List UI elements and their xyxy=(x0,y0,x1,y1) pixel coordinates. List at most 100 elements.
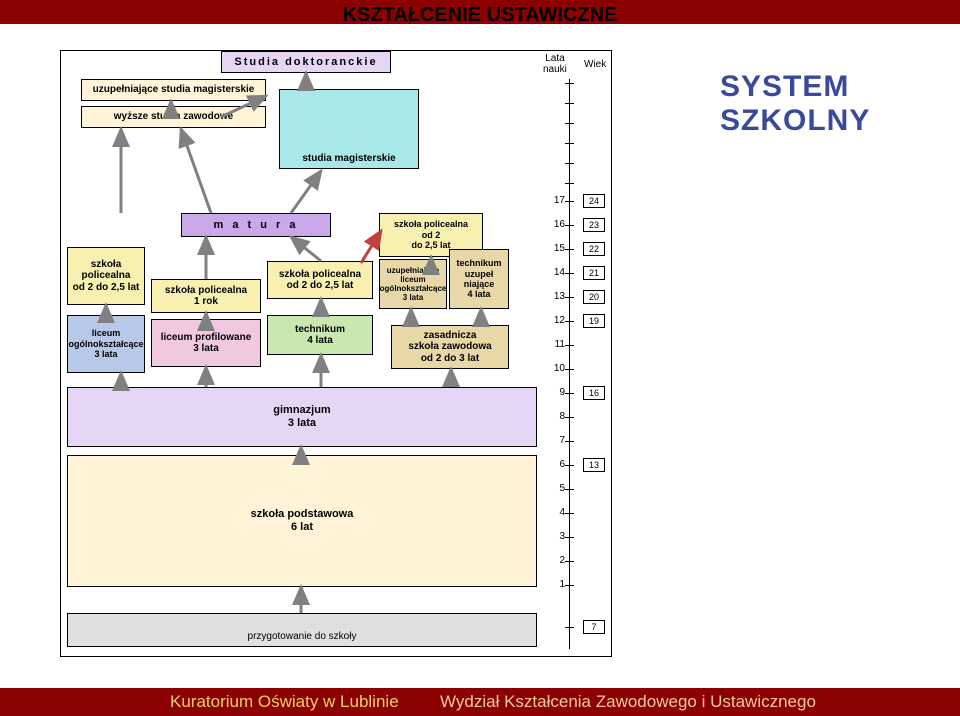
arrow xyxy=(181,129,211,213)
age-cell: 19 xyxy=(583,314,605,328)
box-line: szkoła policealna xyxy=(279,269,361,281)
box-line: 4 lata xyxy=(467,289,490,299)
axis-num: 14 xyxy=(547,267,565,278)
axis-tick xyxy=(565,465,574,466)
axis-tick xyxy=(565,537,574,538)
arrow xyxy=(361,231,381,263)
box-line: liceum profilowane xyxy=(161,332,252,344)
box-line: m a t u r a xyxy=(214,219,299,232)
axis-num: 1 xyxy=(547,579,565,590)
box-tech_uzup: technikumuzupełniające4 lata xyxy=(449,249,509,309)
box-line: policealna xyxy=(82,270,131,282)
axis-num: 4 xyxy=(547,507,565,518)
box-matura: m a t u r a xyxy=(181,213,331,237)
box-lo: liceumogólnokształcące3 lata xyxy=(67,315,145,373)
box-line: szkoła zawodowa xyxy=(408,341,491,353)
box-zsz: zasadniczaszkoła zawodowaod 2 do 3 lat xyxy=(391,325,509,369)
age-cell: 7 xyxy=(583,620,605,634)
age-cell: 24 xyxy=(583,194,605,208)
box-line: szkoła policealna xyxy=(165,285,247,297)
axis-tick xyxy=(565,273,574,274)
axis-tick xyxy=(565,627,574,628)
box-line: od 2 do 2,5 lat xyxy=(287,280,354,292)
box-gim: gimnazjum3 lata xyxy=(67,387,537,447)
box-line: ogólnokształcące xyxy=(68,339,143,349)
box-line: szkoła xyxy=(91,259,122,271)
box-line: liceum xyxy=(92,328,121,338)
axis-num: 9 xyxy=(547,387,565,398)
axis-num: 7 xyxy=(547,435,565,446)
box-przyg: przygotowanie do szkoły xyxy=(67,613,537,647)
side-title-1: SYSTEM xyxy=(720,70,849,104)
axis-tick xyxy=(565,345,574,346)
box-line: szkoła policealna xyxy=(394,219,468,229)
axis-tick xyxy=(565,513,574,514)
box-line: od 2 do 2,5 lat xyxy=(73,282,140,294)
axis-tick xyxy=(565,585,574,586)
box-line: technikum xyxy=(456,258,501,268)
age-cell: 22 xyxy=(583,242,605,256)
box-line: 3 lata xyxy=(94,349,117,359)
box-line: 4 lata xyxy=(307,335,333,347)
axis-num: 13 xyxy=(547,291,565,302)
box-line: do 2,5 lat xyxy=(411,240,450,250)
axis-tick xyxy=(565,83,574,84)
box-line: uzupełniające xyxy=(387,266,439,275)
axis-tick xyxy=(565,297,574,298)
box-line: 3 lata xyxy=(193,343,219,355)
axis-tick xyxy=(565,183,574,184)
box-sp_mid: szkoła policealnaod 2 do 2,5 lat xyxy=(267,261,373,299)
axis-header-wiek: Wiek xyxy=(584,59,606,70)
box-line: zasadnicza xyxy=(424,330,477,342)
arrow xyxy=(291,171,321,213)
axis-num: 2 xyxy=(547,555,565,566)
age-cell: 21 xyxy=(583,266,605,280)
axis-tick xyxy=(565,441,574,442)
box-line: niające xyxy=(464,279,495,289)
axis-tick xyxy=(565,103,574,104)
age-cell: 16 xyxy=(583,386,605,400)
box-line: 6 lat xyxy=(291,521,313,534)
box-line: liceum xyxy=(400,275,425,284)
diagram: Lata naukiWiek17241623152214211320121911… xyxy=(60,50,612,657)
box-sp6: szkoła podstawowa6 lat xyxy=(67,455,537,587)
axis-tick xyxy=(565,201,574,202)
axis-num: 3 xyxy=(547,531,565,542)
axis-tick xyxy=(565,123,574,124)
axis-tick xyxy=(565,163,574,164)
axis-tick xyxy=(565,225,574,226)
footer-left: Kuratorium Oświaty w Lublinie xyxy=(170,692,399,712)
side-title-2: SZKOLNY xyxy=(720,104,870,138)
box-line: 3 lata xyxy=(288,417,316,430)
footer-right: Wydział Kształcenia Zawodowego i Ustawic… xyxy=(440,692,816,712)
box-line: przygotowanie do szkoły xyxy=(248,631,357,643)
axis-tick xyxy=(565,489,574,490)
axis-tick xyxy=(565,393,574,394)
box-line: 1 rok xyxy=(194,296,218,308)
box-tech: technikum4 lata xyxy=(267,315,373,355)
box-line: uzupeł xyxy=(465,269,494,279)
box-line: Studia doktoranckie xyxy=(234,56,377,69)
axis-tick xyxy=(565,369,574,370)
axis-num: 11 xyxy=(547,339,565,350)
box-sp_left: szkołapolicealnaod 2 do 2,5 lat xyxy=(67,247,145,305)
box-line: uzupełniające studia magisterskie xyxy=(93,84,255,96)
axis-line xyxy=(569,79,570,649)
box-line: ogólnokształcące xyxy=(380,284,447,293)
axis-num: 5 xyxy=(547,483,565,494)
axis-tick xyxy=(565,561,574,562)
page: { "layout":{ "page_w":960,"page_h":716, … xyxy=(0,0,960,716)
box-line: od 2 do 3 lat xyxy=(421,353,479,365)
arrow xyxy=(291,237,321,261)
age-cell: 13 xyxy=(583,458,605,472)
box-line: od 2 xyxy=(422,230,441,240)
axis-num: 8 xyxy=(547,411,565,422)
box-doktor: Studia doktoranckie xyxy=(221,51,391,73)
box-mag_uzup: uzupełniające studia magisterskie xyxy=(81,79,266,101)
box-ulo: uzupełniająceliceumogólnokształcące3 lat… xyxy=(379,259,447,309)
axis-num: 12 xyxy=(547,315,565,326)
box-line: szkoła podstawowa xyxy=(251,508,354,521)
box-line: 3 lata xyxy=(403,293,423,302)
axis-num: 6 xyxy=(547,459,565,470)
box-line: technikum xyxy=(295,324,345,336)
